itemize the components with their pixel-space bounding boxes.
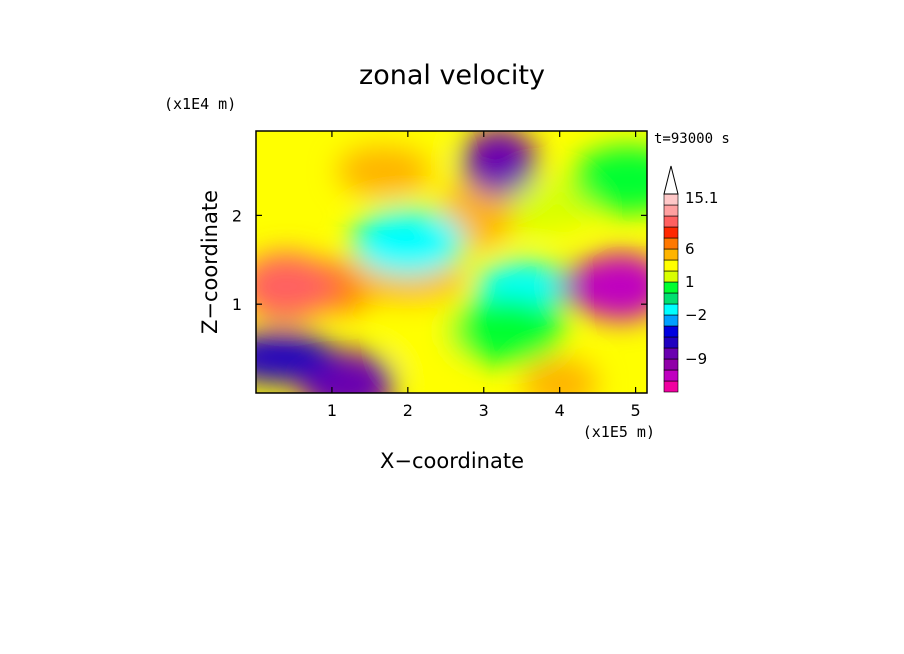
field-region [392, 305, 469, 374]
colorbar-segment [663, 259, 679, 272]
field-region [460, 131, 537, 196]
colorbar-segment [663, 237, 679, 250]
field-region [256, 331, 336, 384]
colorbar-label: 15.1 [685, 189, 718, 207]
y-axis: 12 [232, 206, 647, 314]
colorbar-label: 1 [685, 273, 695, 291]
field-region [572, 252, 647, 321]
colorbar-segment [663, 314, 679, 327]
field-region [256, 252, 334, 321]
colorbar-segment [663, 248, 679, 261]
y-axis-label: Z−coordinate [198, 190, 222, 334]
colorbar-label: 6 [685, 240, 695, 258]
colorbar-segment [663, 281, 679, 294]
colorbar-segment [663, 325, 679, 338]
colorbar-segment [663, 292, 679, 305]
field-region [449, 297, 564, 365]
colorbar-segment [663, 358, 679, 371]
x-tick-label: 3 [479, 401, 489, 420]
x-axis-label: X−coordinate [380, 449, 524, 473]
x-tick-label: 4 [555, 401, 565, 420]
chart-title: zonal velocity [359, 60, 545, 91]
plot-area [256, 131, 647, 393]
colorbar-segment [663, 270, 679, 283]
colorbar-segment [663, 215, 679, 228]
colorbar-segment [663, 369, 679, 382]
colorbar-segment [663, 226, 679, 239]
colorbar-overflow-arrow [663, 165, 679, 195]
colorbar-label: −9 [685, 350, 707, 368]
y-unit-label: (x1E4 m) [164, 95, 236, 113]
colorbar-segment [663, 193, 679, 206]
field-region [350, 208, 465, 276]
colorbar: 15.1 6 1 −2 −9 [663, 165, 718, 393]
x-unit-label: (x1E5 m) [583, 423, 655, 441]
y-tick-label: 1 [232, 295, 242, 314]
field-region [337, 144, 433, 197]
plot-frame [255, 130, 648, 394]
colorbar-segment [663, 336, 679, 349]
colorbar-segment [663, 347, 679, 360]
x-axis: 1 2 3 4 5 [327, 131, 641, 420]
y-tick-label: 2 [232, 206, 242, 225]
colorbar-label: −2 [685, 306, 707, 324]
colorbar-segment [663, 303, 679, 316]
colorbar-segment [663, 204, 679, 217]
x-tick-label: 2 [403, 401, 413, 420]
x-tick-label: 5 [631, 401, 641, 420]
time-label: t=93000 s [654, 131, 730, 147]
x-tick-label: 1 [327, 401, 337, 420]
colorbar-segment [663, 380, 679, 393]
field-region [571, 146, 647, 214]
field-region [521, 358, 598, 393]
